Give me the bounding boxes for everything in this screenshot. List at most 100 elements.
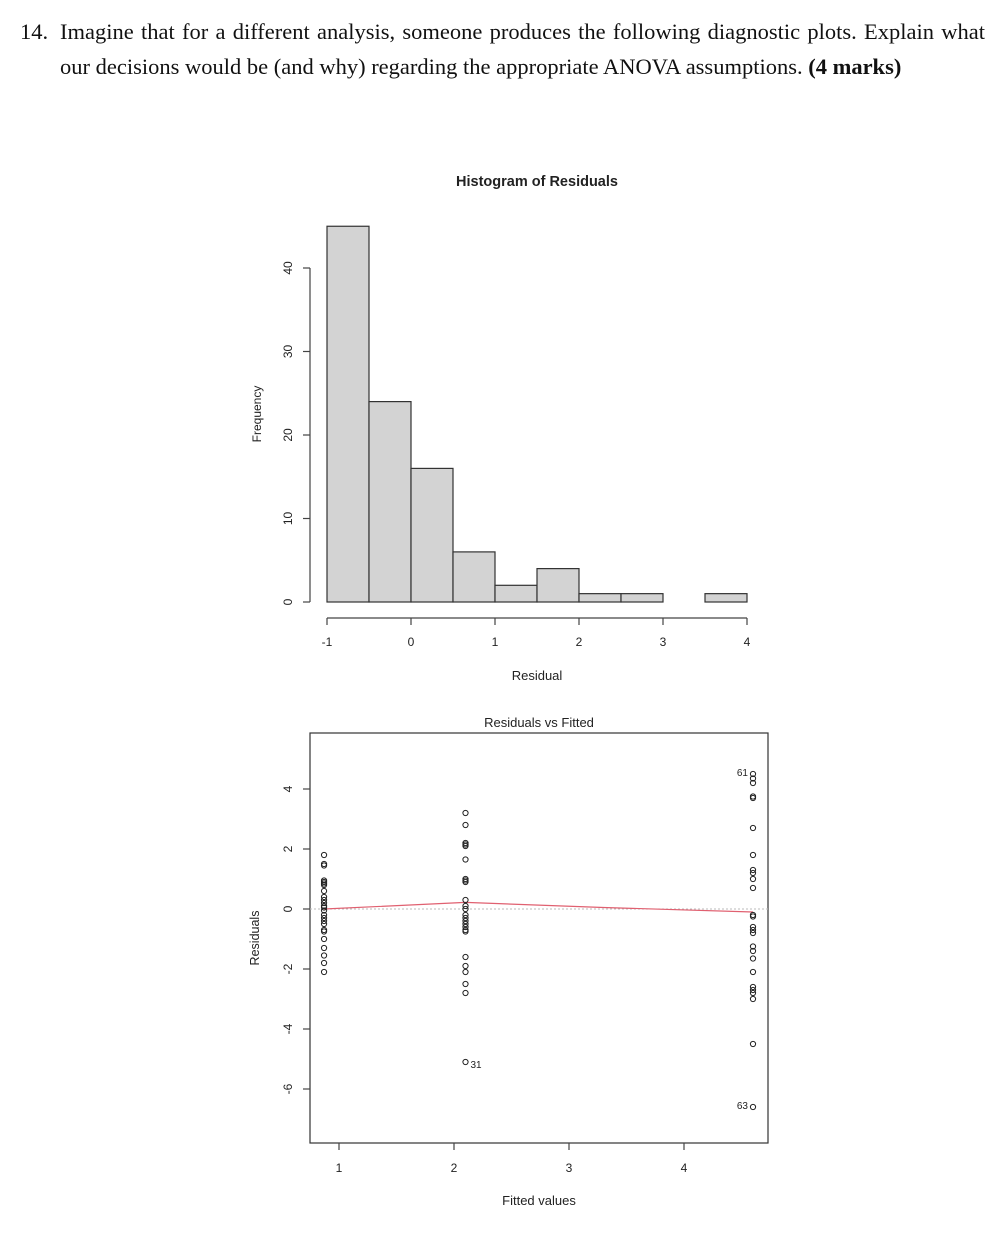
residual-point	[749, 986, 757, 994]
residual-point	[462, 980, 469, 988]
residual-point	[749, 884, 757, 892]
residual-point	[462, 917, 469, 925]
residual-point	[749, 926, 757, 934]
y-tick-label: 40	[281, 261, 295, 275]
x-tick-label: 2	[576, 635, 583, 649]
residual-point	[749, 794, 757, 802]
residual-point	[320, 911, 328, 919]
residual-point	[320, 893, 328, 901]
histogram-bar	[368, 401, 412, 603]
residual-point	[320, 896, 328, 904]
residual-point	[749, 947, 757, 955]
histogram-title: Histogram of Residuals	[456, 174, 618, 190]
question-block: 14. Imagine that for a different analysi…	[20, 14, 985, 84]
residual-point	[320, 952, 328, 959]
histogram-y-axis: 0 10 20 30 40	[281, 261, 311, 605]
y-tick-label: 20	[281, 428, 295, 442]
residual-point	[320, 935, 328, 943]
y-tick-label: 0	[281, 598, 295, 605]
residual-point	[462, 989, 469, 997]
residual-point	[320, 944, 328, 952]
point-label: 63	[737, 1101, 749, 1112]
rvf-x-label: Fitted values	[502, 1193, 576, 1208]
residual-point	[462, 905, 469, 913]
rvf-plot-box	[309, 732, 769, 1144]
residual-point	[320, 968, 328, 976]
residual-point	[320, 904, 328, 911]
residual-point	[749, 983, 757, 991]
y-tick-label: 2	[281, 845, 295, 852]
residual-point	[462, 923, 469, 931]
histogram-y-label: Frequency	[250, 386, 264, 443]
residual-point	[320, 899, 328, 907]
residual-point	[320, 851, 328, 859]
residual-point	[320, 881, 328, 889]
rvf-y-label: Residuals	[248, 911, 262, 966]
residual-point	[749, 851, 757, 859]
residual-point	[320, 917, 328, 925]
smoother-line	[324, 901, 754, 913]
residual-point	[749, 875, 757, 883]
residual-point	[749, 923, 757, 931]
y-tick-label: 4	[281, 785, 295, 792]
histogram-bar	[494, 584, 538, 603]
residual-point	[462, 896, 469, 904]
residual-point	[462, 821, 469, 829]
x-tick-label: 3	[660, 635, 667, 649]
residual-point	[462, 962, 469, 970]
x-tick-label: 2	[451, 1161, 458, 1175]
rvf-title: Residuals vs Fitted	[484, 715, 594, 730]
residual-point	[462, 842, 469, 850]
residual-point	[749, 911, 757, 919]
residual-point	[320, 862, 328, 869]
residual-point	[749, 955, 757, 962]
residual-point	[749, 824, 757, 832]
histogram-bars	[326, 225, 748, 603]
residual-point	[462, 914, 469, 922]
histogram-bar	[536, 567, 580, 603]
rvf-y-axis: -6 -4 -2 0 2 4	[281, 785, 310, 1094]
residual-point	[462, 902, 469, 910]
question-number: 14.	[20, 19, 49, 44]
question-prompt: Imagine that for a different analysis, s…	[60, 19, 985, 79]
outlier-labels: 61 31 63	[471, 768, 749, 1112]
residual-point	[749, 779, 757, 787]
x-tick-label: 1	[336, 1161, 343, 1175]
x-tick-label: 3	[566, 1161, 573, 1175]
residual-point	[320, 914, 328, 922]
histogram-bar	[620, 593, 664, 603]
residual-point	[749, 968, 757, 976]
residual-point	[320, 887, 328, 895]
histogram-chart: Histogram of Residuals 0 10 20 30 40 -1 0 1 2 3 4…	[250, 174, 751, 683]
residual-point	[749, 869, 757, 877]
x-tick-label: 4	[681, 1161, 688, 1175]
point-label: 61	[737, 768, 749, 779]
residual-point	[749, 770, 757, 778]
x-tick-label: 1	[492, 635, 499, 649]
point-label: 31	[471, 1060, 483, 1071]
question-marks: (4 marks)	[808, 54, 902, 79]
residual-point	[749, 1040, 757, 1048]
smoother-curve	[324, 901, 754, 913]
residual-point	[749, 866, 757, 874]
residual-point	[749, 943, 757, 950]
residual-point	[462, 928, 469, 935]
residual-point	[749, 995, 757, 1003]
residual-point	[462, 856, 469, 863]
x-tick-label: -1	[322, 635, 333, 649]
x-tick-label: 0	[408, 635, 415, 649]
residual-point	[749, 989, 757, 997]
residual-point	[462, 911, 469, 919]
residual-point	[320, 920, 328, 928]
histogram-x-axis: -1 0 1 2 3 4	[322, 617, 751, 649]
question-text: Imagine that for a different analysis, s…	[60, 14, 985, 84]
rvf-x-axis: 1 2 3 4	[336, 1143, 688, 1175]
histogram-bar	[326, 225, 370, 603]
residual-point	[462, 1058, 469, 1066]
histogram-bar	[704, 593, 748, 603]
y-tick-label: 30	[281, 345, 295, 359]
residual-point	[320, 959, 328, 967]
histogram-bar	[452, 551, 496, 603]
y-tick-label: -4	[281, 1023, 295, 1034]
